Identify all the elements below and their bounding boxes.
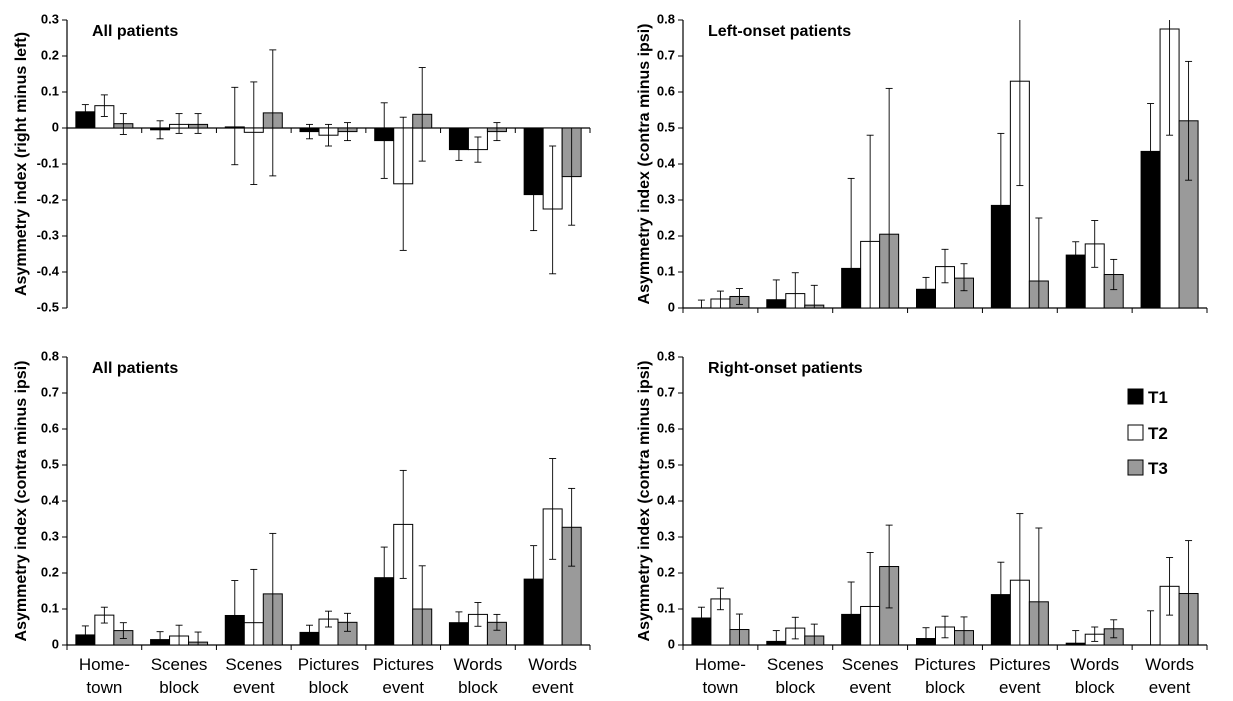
y-tick-label: 0 — [52, 119, 59, 134]
y-tick-label: 0.7 — [657, 47, 675, 62]
y-tick-label: -0.2 — [37, 191, 59, 206]
x-tick-label: Scenes — [225, 655, 282, 674]
x-tick-label: Pictures — [298, 655, 359, 674]
panel-all-patients-right-minus-left: All patients Asymmetry index (right minus… — [13, 11, 591, 314]
x-tick-label: event — [999, 678, 1041, 697]
y-tick-label: 0.4 — [657, 155, 676, 170]
x-tick-label: event — [233, 678, 275, 697]
y-tick-label: 0.1 — [657, 600, 675, 615]
y-tick-label: 0.2 — [41, 564, 59, 579]
x-tick-label: block — [458, 678, 498, 697]
y-axis-label: Asymmetry index (contra minus ipsi) — [636, 24, 653, 305]
x-tick-label: block — [1075, 678, 1115, 697]
y-tick-label: 0.4 — [41, 492, 60, 507]
y-tick-label: 0.7 — [41, 384, 59, 399]
y-tick-label: 0 — [52, 636, 59, 651]
panel-right-onset-patients: Right-onset patients Asymmetry index (con… — [636, 348, 1208, 697]
y-tick-label: 0.2 — [657, 564, 675, 579]
y-axis-label: Asymmetry index (right minus left) — [13, 32, 30, 296]
x-tick-label: Words — [1145, 655, 1194, 674]
panel-all-patients-contra-minus-ipsi: All patients Asymmetry index (contra minu… — [13, 348, 591, 697]
x-tick-label: Scenes — [767, 655, 824, 674]
y-tick-label: 0.6 — [657, 83, 675, 98]
legend-swatch-t3 — [1127, 459, 1144, 476]
x-tick-label: block — [309, 678, 349, 697]
x-tick-label: event — [532, 678, 574, 697]
y-tick-label: 0.5 — [657, 456, 675, 471]
y-tick-label: 0.4 — [657, 492, 676, 507]
x-tick-label: Words — [528, 655, 577, 674]
x-tick-label: Home- — [79, 655, 130, 674]
x-tick-label: block — [775, 678, 815, 697]
legend-label-t3: T3 — [1148, 459, 1168, 478]
panel-title: Left-onset patients — [708, 23, 851, 40]
y-tick-label: 0.1 — [41, 83, 59, 98]
x-tick-label: Words — [454, 655, 503, 674]
y-tick-label: 0.3 — [657, 528, 675, 543]
x-tick-label: block — [159, 678, 199, 697]
y-axis-label: Asymmetry index (contra minus ipsi) — [13, 361, 30, 642]
x-tick-label: Pictures — [914, 655, 975, 674]
x-tick-label: event — [849, 678, 891, 697]
x-tick-label: Scenes — [151, 655, 208, 674]
y-tick-label: 0.1 — [41, 600, 59, 615]
y-tick-label: 0.3 — [41, 11, 59, 26]
y-tick-label: -0.4 — [37, 263, 60, 278]
panel-left-onset-patients: Left-onset patients Asymmetry index (cont… — [636, 11, 1208, 314]
legend-label-t2: T2 — [1148, 424, 1168, 443]
y-tick-label: -0.5 — [37, 299, 59, 314]
panel-title: All patients — [92, 360, 178, 377]
y-tick-label: 0 — [668, 299, 675, 314]
legend-swatch-t1 — [1127, 388, 1144, 405]
x-tick-label: block — [925, 678, 965, 697]
y-tick-label: 0.6 — [41, 420, 59, 435]
y-tick-label: 0.6 — [657, 420, 675, 435]
x-tick-label: Home- — [695, 655, 746, 674]
y-tick-label: 0.3 — [41, 528, 59, 543]
y-tick-label: 0.5 — [41, 456, 59, 471]
y-tick-label: 0.2 — [41, 47, 59, 62]
y-tick-label: 0.8 — [41, 348, 59, 363]
y-tick-label: 0.2 — [657, 227, 675, 242]
x-tick-label: event — [1149, 678, 1191, 697]
x-tick-label: event — [382, 678, 424, 697]
x-tick-label: Pictures — [989, 655, 1050, 674]
legend-label-t1: T1 — [1148, 388, 1168, 407]
legend-swatch-t2 — [1127, 424, 1144, 441]
panel-title: All patients — [92, 23, 178, 40]
y-tick-label: 0.5 — [657, 119, 675, 134]
y-tick-label: 0.1 — [657, 263, 675, 278]
x-tick-label: Pictures — [373, 655, 434, 674]
y-tick-label: 0.8 — [657, 11, 675, 26]
y-tick-label: -0.1 — [37, 155, 59, 170]
y-tick-label: 0.8 — [657, 348, 675, 363]
panel-title: Right-onset patients — [708, 360, 863, 377]
x-tick-label: Words — [1070, 655, 1119, 674]
y-tick-label: 0.7 — [657, 384, 675, 399]
legend: T1 T2 T3 — [1127, 388, 1168, 478]
y-tick-label: 0 — [668, 636, 675, 651]
y-axis-label: Asymmetry index (contra minus ipsi) — [636, 361, 653, 642]
x-tick-label: Scenes — [842, 655, 899, 674]
x-tick-label: town — [86, 678, 122, 697]
y-tick-label: 0.3 — [657, 191, 675, 206]
x-tick-label: town — [702, 678, 738, 697]
y-tick-label: -0.3 — [37, 227, 59, 242]
